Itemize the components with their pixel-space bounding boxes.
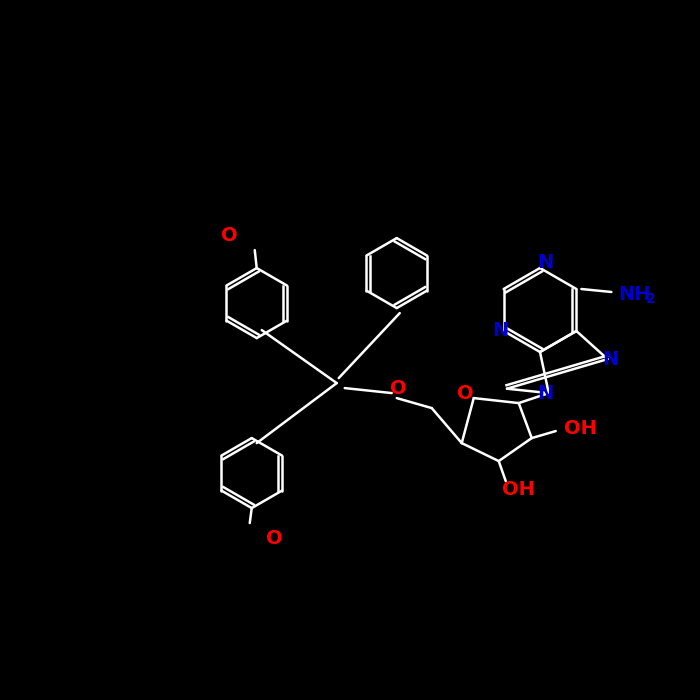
Text: O: O bbox=[457, 384, 474, 402]
Text: OH: OH bbox=[503, 480, 536, 498]
Text: N: N bbox=[538, 384, 554, 402]
Text: N: N bbox=[493, 321, 509, 340]
Text: O: O bbox=[267, 528, 283, 547]
Text: NH: NH bbox=[618, 284, 651, 304]
Text: N: N bbox=[537, 253, 553, 272]
Text: O: O bbox=[221, 225, 238, 244]
Text: OH: OH bbox=[564, 419, 596, 438]
Text: 2: 2 bbox=[646, 292, 656, 306]
Text: N: N bbox=[603, 349, 619, 369]
Text: O: O bbox=[391, 379, 407, 398]
